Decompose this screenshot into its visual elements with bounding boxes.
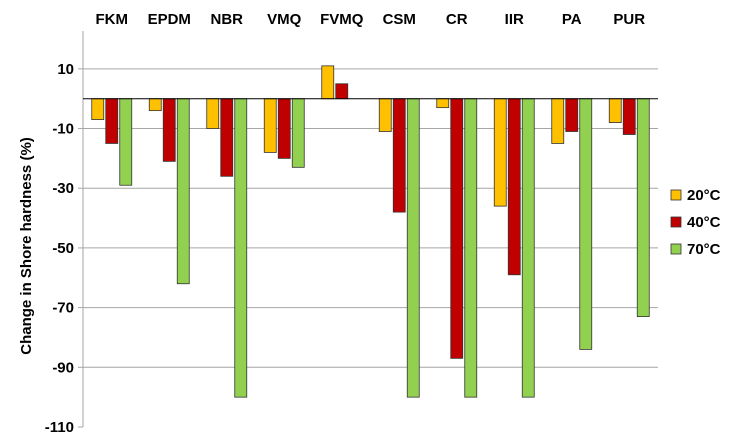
bar-vmq-0 xyxy=(263,98,277,153)
legend: 20°C 40°C 70°C xyxy=(670,187,721,258)
legend-label: 40°C xyxy=(687,214,721,231)
bar-fvmq-0 xyxy=(321,65,335,100)
bar-cr-2 xyxy=(464,98,478,398)
category-label: VMQ xyxy=(267,11,302,28)
bar-fkm-0 xyxy=(91,98,105,120)
bar-nbr-1 xyxy=(220,98,234,177)
bar-epdm-1 xyxy=(162,98,176,162)
category-label: FKM xyxy=(96,11,129,28)
bar-csm-0 xyxy=(378,98,392,132)
y-tick-label: -30 xyxy=(52,180,74,197)
y-axis-title: Change in Shore hardness (%) xyxy=(18,137,35,355)
legend-label: 20°C xyxy=(687,187,721,204)
bar-csm-2 xyxy=(406,98,420,398)
bar-pa-0 xyxy=(551,98,565,144)
bar-cr-1 xyxy=(450,98,464,359)
bar-nbr-0 xyxy=(206,98,220,129)
y-tick-label: -90 xyxy=(52,359,74,376)
bar-fvmq-1 xyxy=(335,83,349,100)
bar-epdm-2 xyxy=(176,98,190,285)
y-tick-label: -110 xyxy=(45,419,74,436)
bar-pa-2 xyxy=(579,98,593,350)
legend-label: 70°C xyxy=(687,241,721,258)
category-label: CR xyxy=(446,11,468,28)
bars xyxy=(91,65,650,398)
bar-fkm-2 xyxy=(119,98,133,186)
bar-csm-1 xyxy=(392,98,406,213)
y-tick-label: -10 xyxy=(52,121,74,138)
y-tick-label: 10 xyxy=(57,61,74,78)
bar-vmq-2 xyxy=(291,98,305,168)
bar-nbr-2 xyxy=(234,98,248,398)
category-label: NBR xyxy=(211,11,244,28)
category-label: CSM xyxy=(383,11,416,28)
category-label: EPDM xyxy=(148,11,191,28)
bar-iir-1 xyxy=(507,98,521,276)
bar-pur-1 xyxy=(622,98,636,135)
bar-cr-0 xyxy=(436,98,450,109)
bar-fkm-1 xyxy=(105,98,119,144)
labels: 10 -10 -30 -50 -70 -90 -110 FKM EPDM NBR VMQ FVMQ CS… xyxy=(45,11,645,436)
axes xyxy=(78,31,658,428)
bar-iir-0 xyxy=(493,98,507,207)
bar-iir-2 xyxy=(521,98,535,398)
category-label: PUR xyxy=(613,11,645,28)
bar-pur-0 xyxy=(608,98,622,123)
bar-epdm-0 xyxy=(148,98,162,112)
bar-pur-2 xyxy=(636,98,650,317)
y-tick-label: -70 xyxy=(52,300,74,317)
legend-swatch xyxy=(670,216,682,228)
y-tick-label: -50 xyxy=(52,240,74,257)
category-label: PA xyxy=(562,11,582,28)
bar-vmq-1 xyxy=(277,98,291,159)
legend-swatch xyxy=(670,243,682,255)
legend-swatch xyxy=(670,189,682,201)
category-label: IIR xyxy=(505,11,524,28)
bar-pa-1 xyxy=(565,98,579,132)
category-label: FVMQ xyxy=(320,11,364,28)
